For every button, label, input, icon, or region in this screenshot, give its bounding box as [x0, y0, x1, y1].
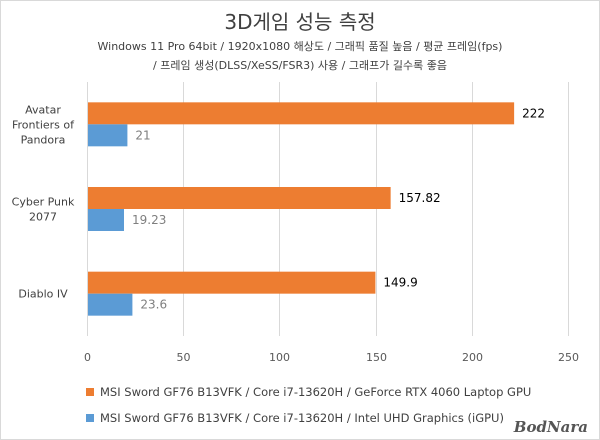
legend-item-igpu: MSI Sword GF76 B13VFK / Core i7-13620H /…: [86, 411, 504, 425]
bar-igpu-0: [87, 124, 128, 147]
legend-label-rtx4060: MSI Sword GF76 B13VFK / Core i7-13620H /…: [100, 385, 532, 399]
x-tick-label-200: 200: [462, 351, 483, 364]
bodnara-watermark: BodNara: [513, 418, 588, 436]
category-label-line: Frontiers of: [12, 118, 75, 131]
bar-rtx4060-0: [87, 102, 515, 125]
category-label-0: Avatar Frontiers of Pandora: [12, 103, 75, 146]
x-tick-label-50: 50: [177, 351, 191, 364]
bar-rtx4060-1: [87, 187, 391, 209]
data-label-rtx4060-1: 157.82: [399, 191, 441, 205]
legend-item-rtx4060: MSI Sword GF76 B13VFK / Core i7-13620H /…: [86, 385, 531, 399]
data-label-rtx4060-2: 149.9: [383, 276, 417, 290]
x-tick-label-0: 0: [84, 351, 91, 364]
bar-rtx4060-2: [87, 271, 376, 294]
bar-igpu-2: [87, 293, 133, 316]
x-tick-label-150: 150: [366, 351, 387, 364]
chart-title: 3D게임 성능 측정: [224, 10, 376, 34]
category-label-line: Diablo IV: [18, 288, 68, 301]
legend-swatch-rtx4060: [86, 388, 94, 396]
category-label-line: Pandora: [21, 133, 66, 146]
chart-subtitle-line-2: / 프레임 생성(DLSS/XeSS/FSR3) 사용 / 그래프가 길수록 좋…: [153, 59, 447, 72]
category-label-line: Avatar: [25, 103, 61, 116]
bar-igpu-1: [87, 209, 124, 231]
legend-swatch-igpu: [86, 414, 94, 422]
x-tick-label-250: 250: [558, 351, 579, 364]
data-label-igpu-2: 23.6: [140, 298, 167, 312]
data-label-rtx4060-0: 222: [522, 106, 545, 120]
data-label-igpu-1: 19.23: [132, 213, 166, 227]
chart-subtitle-line-1: Windows 11 Pro 64bit / 1920x1080 해상도 / 그…: [97, 40, 503, 53]
category-label-2: Diablo IV: [18, 288, 68, 301]
category-label-line: Cyber Punk: [12, 196, 75, 209]
x-tick-label-100: 100: [269, 351, 290, 364]
category-label-line: 2077: [29, 211, 57, 224]
data-label-igpu-0: 21: [135, 128, 150, 142]
legend-label-igpu: MSI Sword GF76 B13VFK / Core i7-13620H /…: [100, 411, 504, 425]
category-label-1: Cyber Punk 2077: [12, 196, 75, 224]
